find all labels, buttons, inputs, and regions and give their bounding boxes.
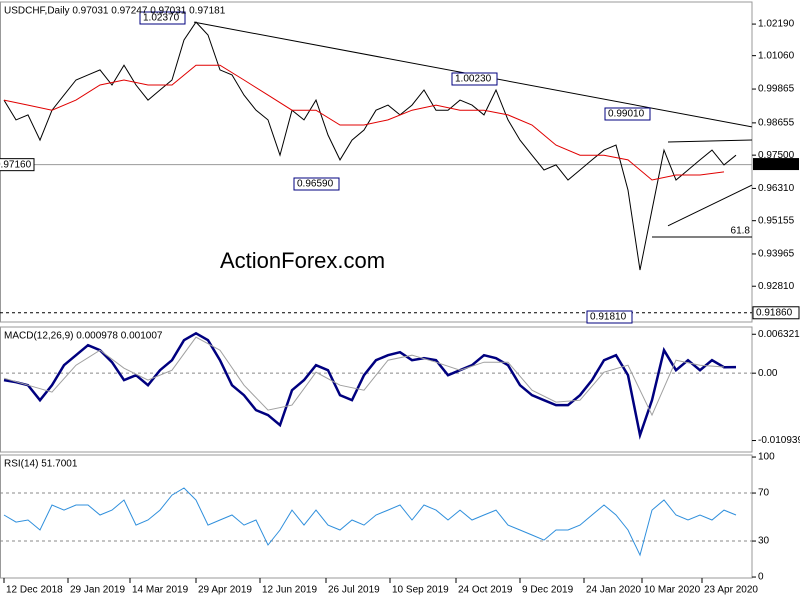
panel-title: MACD(12,26,9) 0.000978 0.001007 [4, 331, 163, 342]
y-tick-label: 0.92810 [758, 281, 795, 292]
y-tick-label: 0.006321 [758, 329, 800, 340]
level-label: 0.97160 [0, 159, 32, 170]
x-tick-label: 24 Oct 2019 [458, 585, 513, 596]
panel-plot [0, 331, 752, 440]
panel-frame [0, 326, 753, 453]
x-tick-label: 10 Sep 2019 [392, 585, 449, 596]
y-tick-label: 30 [758, 536, 770, 547]
series-line [3, 487, 737, 557]
annotation-box [604, 107, 651, 121]
y-tick-label: 0.99865 [758, 84, 795, 95]
trendline [667, 184, 752, 227]
x-tick-label: 24 Jan 2020 [586, 585, 641, 596]
y-tick-label: 0.97500 [758, 150, 795, 161]
y-tick-label: 0.00 [758, 368, 778, 379]
y-tick-label: -0.010939 [758, 435, 800, 446]
series-line [3, 64, 725, 181]
y-tick-label: 0.98655 [758, 118, 795, 129]
x-tick-label: 9 Dec 2019 [522, 585, 574, 596]
annotation: 0.91810 [590, 312, 627, 323]
x-tick-label: 10 Mar 2020 [644, 585, 701, 596]
panel-frame [0, 454, 753, 579]
watermark: ActionForex.com [220, 248, 385, 273]
series-line [3, 336, 725, 417]
x-tick-label: 29 Apr 2019 [198, 585, 252, 596]
y-tick-label: 0.93965 [758, 249, 795, 260]
panel-title: RSI(14) 51.7001 [4, 459, 78, 470]
trendline [667, 139, 752, 143]
x-tick-label: 26 Jul 2019 [328, 585, 380, 596]
series-line [3, 331, 737, 440]
annotation: 1.02370 [143, 13, 180, 24]
annotation-box [293, 177, 340, 191]
y-tick-label: 100 [758, 452, 775, 463]
annotation-box [139, 11, 186, 25]
panel-plot [0, 487, 752, 557]
level-label-box [0, 158, 35, 172]
y-tick-label: 0.95155 [758, 215, 795, 226]
annotation: 1.00230 [455, 74, 492, 85]
x-tick-label: 12 Dec 2018 [6, 585, 63, 596]
y-tick-label: 0 [758, 572, 764, 583]
annotation-box [586, 310, 633, 324]
annotation: 0.96590 [297, 179, 334, 190]
x-tick-label: 29 Jan 2019 [70, 585, 125, 596]
y-tick-label: 0.96310 [758, 183, 795, 194]
level-label: 61.8 [731, 226, 751, 237]
level-label-box [752, 306, 800, 320]
annotation-box [451, 72, 498, 86]
price-marker [753, 158, 799, 171]
annotation: 0.99010 [608, 109, 645, 120]
series-line [3, 21, 737, 271]
y-tick-label: 1.02190 [758, 19, 795, 30]
x-tick-label: 14 Mar 2019 [132, 585, 189, 596]
x-tick-label: 23 Apr 2020 [704, 585, 758, 596]
x-tick-label: 12 Jun 2019 [262, 585, 317, 596]
level-label: 0.91860 [756, 307, 793, 318]
price-marker-label: 0.97181 [756, 159, 793, 170]
panel-title: USDCHF,Daily 0.97031 0.97247 0.97031 0.9… [4, 6, 226, 17]
y-tick-label: 1.01060 [758, 50, 795, 61]
y-tick-label: 70 [758, 488, 770, 499]
